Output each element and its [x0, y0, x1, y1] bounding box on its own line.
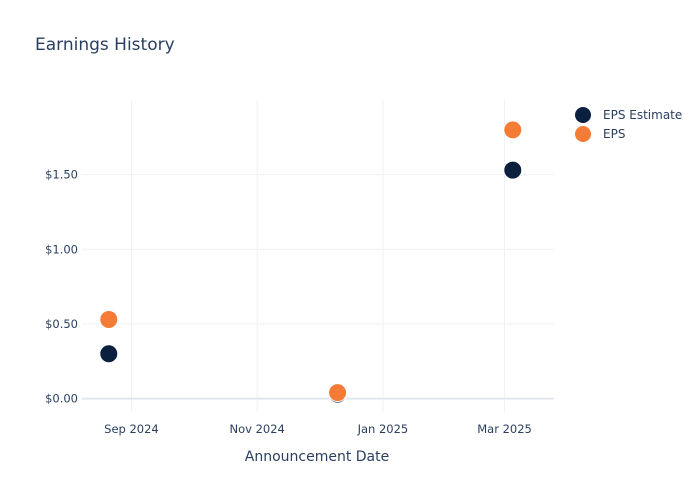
y-tick-label: $1.50 [45, 168, 78, 182]
x-tick-label: Mar 2025 [477, 422, 532, 436]
legend-item[interactable]: EPS [575, 126, 625, 142]
y-tick-label: $0.00 [45, 392, 78, 406]
eps-point[interactable] [503, 120, 523, 140]
legend-label: EPS [603, 127, 625, 141]
y-tick-label: $1.00 [45, 242, 78, 256]
x-axis-title: Announcement Date [245, 449, 389, 465]
chart-title: Earnings History [35, 35, 175, 55]
eps-point[interactable] [99, 309, 119, 329]
data-markers [99, 120, 523, 404]
tick-labels: Sep 2024 Nov 2024 Jan 2025 Mar 2025 $0.00 $0.… [45, 168, 532, 436]
eps-estimate-point[interactable] [503, 160, 523, 180]
legend-item[interactable]: EPS Estimate [575, 107, 682, 123]
eps-estimate-point[interactable] [99, 344, 119, 364]
legend-marker [575, 107, 591, 123]
y-tick-label: $0.50 [45, 317, 78, 331]
x-tick-label: Sep 2024 [104, 422, 159, 436]
grid [82, 100, 554, 412]
legend-marker [575, 126, 591, 142]
eps-point[interactable] [328, 383, 348, 403]
x-tick-label: Jan 2025 [357, 422, 409, 436]
legend-label: EPS Estimate [603, 108, 682, 122]
x-tick-label: Nov 2024 [230, 422, 285, 436]
legend[interactable]: EPS Estimate EPS [575, 107, 682, 142]
